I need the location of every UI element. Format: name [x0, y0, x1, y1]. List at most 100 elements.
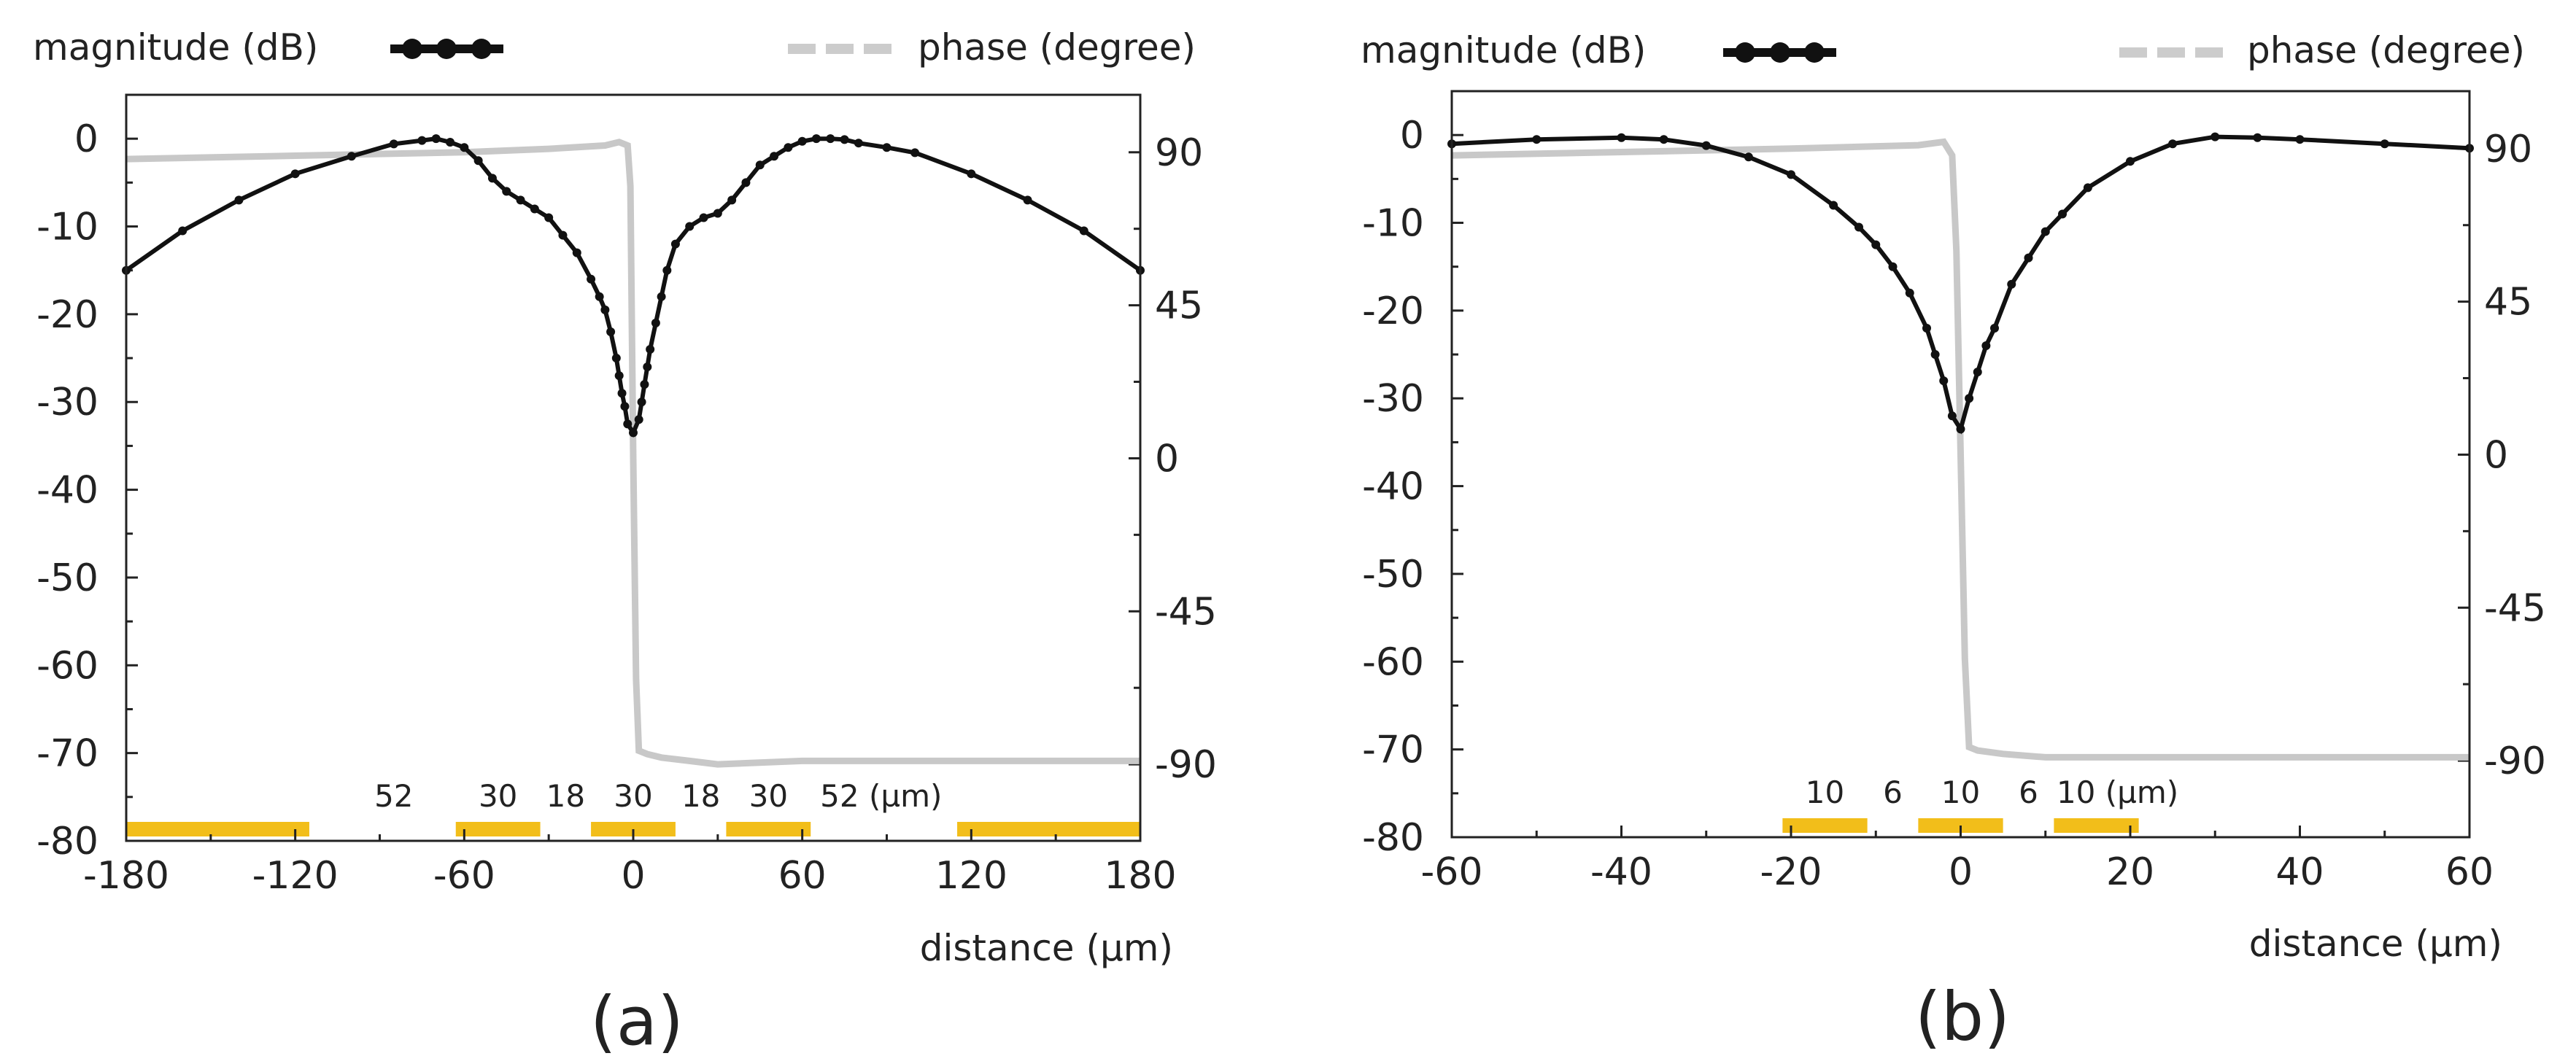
tick-group: -180 -120 -60 0 60 120 1800-10-20-30-40-50-60-… [36, 117, 1217, 898]
legend-magnitude-label: magnitude (dB) [33, 26, 318, 69]
magnitude-data-point [558, 230, 568, 240]
magnitude-data-point [784, 143, 793, 152]
x-tick-label: -40 [1590, 850, 1652, 894]
x-tick-label: 0 [1949, 850, 1973, 894]
y-right-tick-label: 45 [2484, 281, 2532, 325]
magnitude-data-point [1532, 135, 1542, 144]
magnitude-data-point [2024, 253, 2033, 263]
magnitude-data-point [840, 135, 849, 144]
y-left-tick-label: -40 [36, 469, 98, 513]
magnitude-data-point [178, 226, 187, 236]
x-tick-label: 60 [2445, 850, 2494, 894]
electrode-width-label: 52 (µm) [820, 778, 942, 814]
magnitude-data-point [637, 397, 646, 407]
magnitude-data-point [797, 136, 807, 146]
x-tick-label: -120 [252, 854, 339, 898]
electrode-width-label: 18 [546, 778, 585, 814]
magnitude-data-point [1617, 133, 1626, 142]
electrode-bar [2054, 818, 2139, 833]
magnitude-data-point [2168, 139, 2178, 149]
electrode-bar [726, 822, 811, 836]
magnitude-data-point [417, 136, 427, 145]
magnitude-data-point [2380, 139, 2389, 149]
y-left-tick-label: -30 [36, 381, 98, 424]
magnitude-data-point [587, 274, 596, 284]
magnitude-data-point [473, 156, 483, 166]
x-tick-label: -60 [433, 854, 495, 898]
magnitude-data-point [623, 419, 633, 429]
magnitude-data-point [1990, 323, 1999, 333]
magnitude-data-point [460, 143, 469, 152]
magnitude-data-point [2058, 209, 2067, 219]
magnitude-data-point [1965, 394, 1974, 403]
chart-panel-b: magnitude (dB) phase (degree) 10 6 10 6 10 (… [1361, 29, 2546, 1056]
x-tick-label: 20 [2106, 850, 2154, 894]
y-left-tick-label: -80 [36, 820, 98, 863]
y-right-tick-label: 90 [2484, 128, 2532, 171]
magnitude-data-point [595, 292, 604, 301]
electrode-group: 10 6 10 6 10 (µm) [1782, 774, 2178, 833]
x-axis-title: distance (µm) [920, 927, 1173, 969]
y-left-tick-label: -60 [36, 644, 98, 688]
magnitude-data-point [389, 139, 398, 149]
magnitude-data-point [1956, 424, 1965, 434]
phase-series-line [1451, 138, 2469, 761]
y-right-tick-label: -90 [2484, 739, 2546, 783]
electrode-width-label: 30 [749, 778, 788, 814]
magnitude-data-point [882, 143, 891, 152]
magnitude-data-point [1939, 376, 1949, 386]
magnitude-data-point [685, 222, 695, 231]
magnitude-data-point [2211, 132, 2220, 141]
electrode-width-label: 52 [374, 778, 413, 814]
magnitude-data-point [1922, 323, 1931, 333]
plot-frame [125, 93, 1142, 842]
magnitude-data-point [1888, 262, 1898, 271]
magnitude-data-point [606, 327, 616, 336]
tick-group: -60 -40 -20 0 20 40 600-10-20-30-40-50-60-70-8… [1362, 114, 2546, 894]
magnitude-data-point [516, 195, 525, 205]
magnitude-data-point [1981, 341, 1991, 351]
y-left-tick-label: 0 [74, 117, 98, 161]
legend-phase-label: phase (degree) [918, 26, 1196, 69]
magnitude-data-point [2007, 279, 2016, 289]
electrode-bar [1782, 818, 1868, 833]
magnitude-data-point [651, 318, 660, 327]
magnitude-data-point [1947, 411, 1957, 421]
x-tick-label: 60 [778, 854, 827, 898]
electrode-width-label: 10 (µm) [2057, 774, 2178, 810]
magnitude-data-point [1787, 170, 1795, 179]
magnitude-data-point [1023, 195, 1032, 205]
magnitude-data-point [640, 380, 649, 389]
electrode-width-label: 10 [1941, 774, 1980, 810]
magnitude-data-point [2295, 135, 2305, 144]
y-left-tick-label: -80 [1362, 816, 1424, 860]
magnitude-data-point [290, 169, 300, 179]
magnitude-data-point [854, 139, 863, 148]
chart-panel-a: magnitude (dB) phase (degree) 52 30 18 30 18… [33, 26, 1217, 1060]
electrode-width-label: 18 [681, 778, 720, 814]
magnitude-data-point [967, 169, 976, 179]
electrode-bar [957, 822, 1140, 836]
magnitude-data-point [1973, 368, 1982, 377]
electrode-width-label: 6 [2019, 774, 2038, 810]
electrode-width-label: 30 [614, 778, 652, 814]
panel-label-b: (b) [1915, 978, 2010, 1056]
magnitude-data-point [611, 354, 621, 363]
magnitude-data-point [727, 195, 737, 205]
y-left-tick-label: -30 [1362, 377, 1424, 421]
magnitude-data-point [657, 292, 666, 301]
magnitude-data-point [1829, 201, 1838, 210]
y-right-tick-label: -45 [1155, 590, 1217, 634]
magnitude-data-point [826, 134, 835, 144]
magnitude-data-point [347, 152, 356, 161]
magnitude-data-point [234, 195, 244, 205]
electrode-group: 52 30 18 30 18 30 52 (µm) [126, 778, 1140, 836]
magnitude-data-point [662, 265, 672, 275]
legend-magnitude-line-icon [1723, 42, 1836, 63]
magnitude-data-point [1079, 226, 1088, 236]
magnitude-data-point [670, 239, 680, 249]
magnitude-data-point [572, 248, 581, 257]
y-left-tick-label: -20 [36, 293, 98, 337]
magnitude-data-point [629, 428, 638, 438]
y-right-tick-label: 90 [1155, 131, 1203, 175]
